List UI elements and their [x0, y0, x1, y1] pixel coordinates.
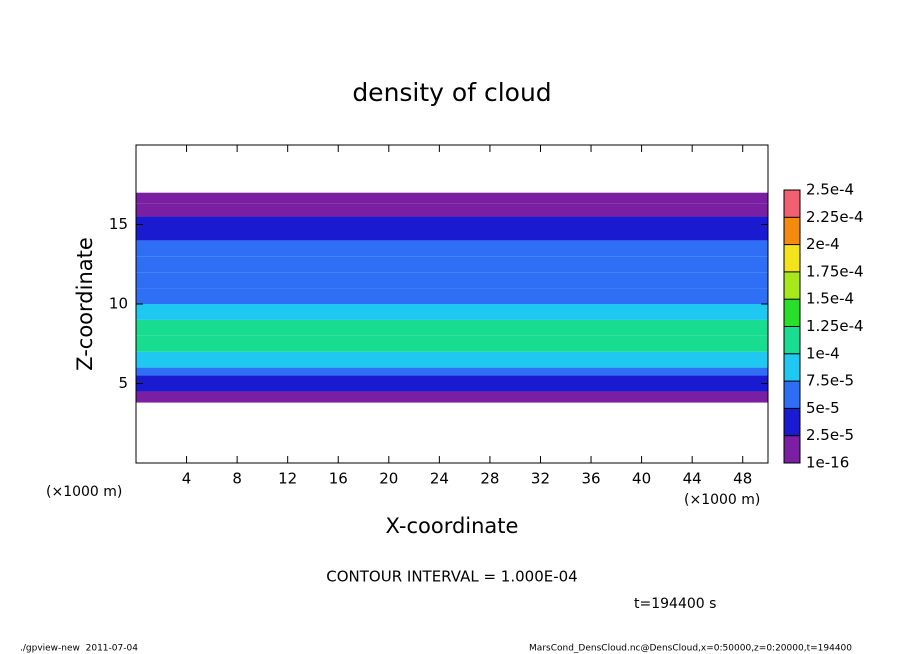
- y-tick-label: 10: [109, 295, 128, 313]
- colorbar-label: 1.25e-4: [806, 317, 864, 335]
- y-tick-label: 5: [118, 374, 128, 392]
- heat-cell: [136, 351, 768, 368]
- x-tick-label: 8: [232, 470, 242, 488]
- heat-cell: [136, 383, 768, 392]
- footer-right: MarsCond_DensCloud.nc@DensCloud,x=0:5000…: [529, 644, 852, 654]
- x-tick-label: 32: [531, 470, 550, 488]
- x-tick-label: 16: [329, 470, 348, 488]
- colorbar-swatch: [784, 381, 800, 409]
- x-axis-label: X-coordinate: [386, 514, 519, 538]
- colorbar-swatch: [784, 244, 800, 272]
- colorbar-label: 1.5e-4: [806, 290, 854, 308]
- x-tick-label: 40: [632, 470, 651, 488]
- colorbar-swatch: [784, 271, 800, 300]
- y-axis-label: Z-coordinate: [73, 237, 97, 371]
- heat-cell: [136, 375, 768, 384]
- x-tick-label: 48: [733, 470, 752, 488]
- heat-cell: [136, 319, 768, 336]
- heat-cell: [136, 335, 768, 352]
- heat-cell: [136, 288, 768, 304]
- x-tick-label: 24: [430, 470, 449, 488]
- colorbar-swatch: [784, 408, 800, 436]
- colorbar-label: 2.25e-4: [806, 208, 864, 226]
- heat-cell: [136, 224, 768, 241]
- footer-left: ./gpview-new 2011-07-04: [20, 644, 138, 654]
- colorbar-swatch: [784, 217, 800, 245]
- heat-cell: [136, 203, 768, 217]
- colorbar-swatch: [784, 353, 800, 382]
- colorbar-label: 7.5e-5: [806, 372, 854, 390]
- heat-cell: [136, 192, 768, 204]
- colorbar-label: 2e-4: [806, 235, 840, 253]
- colorbar-swatch: [784, 190, 800, 218]
- time-label: t=194400 s: [634, 596, 716, 612]
- heat-cell: [136, 272, 768, 289]
- x-tick-label: 44: [683, 470, 702, 488]
- x-tick-label: 4: [182, 470, 192, 488]
- x-tick-label: 20: [379, 470, 398, 488]
- x-tick-label: 12: [278, 470, 297, 488]
- x-unit: (×1000 m): [684, 492, 760, 508]
- x-tick-label: 28: [480, 470, 499, 488]
- chart-title: density of cloud: [352, 78, 551, 107]
- colorbar-label: 1e-4: [806, 344, 840, 362]
- heat-cell: [136, 304, 768, 320]
- x-tick-label: 36: [581, 470, 600, 488]
- heat-cell: [136, 391, 768, 403]
- colorbar-swatch: [784, 326, 800, 354]
- heat-cell: [136, 256, 768, 273]
- heat-cell: [136, 367, 768, 376]
- colorbar-label: 2.5e-4: [806, 181, 854, 199]
- heat-cell: [136, 216, 768, 225]
- y-tick-label: 15: [109, 215, 128, 233]
- colorbar-label: 1.75e-4: [806, 262, 864, 280]
- colorbar-label: 5e-5: [806, 399, 840, 417]
- contour-interval: CONTOUR INTERVAL = 1.000E-04: [326, 568, 577, 586]
- heat-cell: [136, 240, 768, 257]
- colorbar-label: 2.5e-5: [806, 426, 854, 444]
- colorbar-swatch: [784, 299, 800, 327]
- colorbar-swatch: [784, 435, 800, 463]
- colorbar-label: 1e-16: [806, 454, 849, 472]
- x-unit: (×1000 m): [46, 484, 122, 500]
